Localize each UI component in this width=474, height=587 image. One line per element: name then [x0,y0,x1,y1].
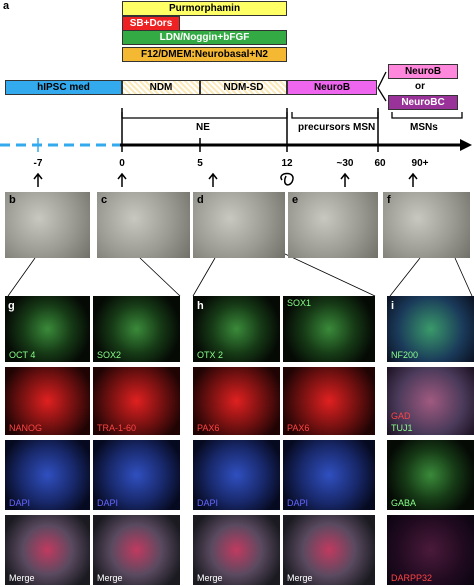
stain-label: Merge [197,573,223,583]
ticks [37,108,379,152]
stain-label: DAPI [197,498,219,508]
stain-label: Merge [9,573,35,583]
micrograph-label: e [292,194,299,206]
stain-label: OCT 4 [9,350,36,360]
time-label: ~30 [337,158,354,169]
stain-image: PAX6 [283,367,375,435]
time-label: 12 [281,158,293,169]
panel-label: a [3,0,10,12]
stage: hIPSC med [5,80,122,95]
stain-image: Merge [193,515,280,585]
alternative: NeuroBC [388,95,458,110]
alternative-or: or [415,81,425,92]
time-label: 90+ [412,158,429,169]
stain-image: Merge [283,515,375,585]
stage: NDM-SD [200,80,287,95]
stain-label: PAX6 [287,423,310,433]
connector [389,257,421,297]
arrow [408,172,418,187]
micrograph-label: b [9,194,16,206]
timeline: -7 0 5 12 ~30 60 90+ [0,71,473,297]
treatment: LDN/Noggin+bFGF [122,30,287,45]
panel-label: h [197,300,204,312]
brackets [121,71,463,119]
stain-image: DAPI [93,440,180,510]
panel-label: i [391,300,395,312]
micrograph: c [97,192,190,258]
stain-label: DAPI [97,498,119,508]
connector [7,257,36,297]
stain-label: DARPP32 [391,573,433,583]
up-arrows [33,172,418,187]
stain-label: TRA-1-60 [97,423,137,433]
stain-image: Merge [5,515,90,585]
stain-image: DAPI [283,440,375,510]
phase: precursors MSN [298,122,376,133]
micrograph: b [5,192,90,258]
stain-label: SOX2 [97,350,122,360]
stain-label: DAPI [9,498,31,508]
stain-label: OTX 2 [197,350,224,360]
connector [192,257,216,297]
arrowhead [460,139,472,151]
arrow [340,172,350,187]
stain-image: SOX2 [93,296,180,362]
micrograph-label: c [101,194,108,206]
micrograph: f [383,192,470,258]
stage: NDM [122,80,200,95]
stage: NeuroB [287,80,377,95]
curved-arrow [280,172,294,186]
alternative: NeuroB [388,64,458,79]
stain-image: TRA-1-60 [93,367,180,435]
stain-label: GAD [391,411,411,421]
stain-label: PAX6 [197,423,220,433]
stain-image: NANOG [5,367,90,435]
time-label: 60 [374,158,386,169]
time-label: -7 [34,158,43,169]
treatment: F12/DMEM:Neurobasal+N2 [122,47,287,62]
arrow [33,172,43,187]
stain-label: Merge [287,573,313,583]
stain-label: DAPI [287,498,309,508]
stain-image: SOX1 [283,296,375,362]
bracket [391,112,463,119]
stain-image: GABA [387,440,474,510]
phase: MSNs [410,122,438,133]
stain-image: NF200 [387,296,474,362]
stain-image: OCT 4 [5,296,90,362]
connector [454,257,473,297]
stain-label: GABA [391,498,417,508]
micrograph: d [193,192,285,258]
stain-image: DARPP32 [387,515,474,585]
micrograph-label: f [387,194,391,206]
stain-image: DAPI [5,440,90,510]
stain-image: GAD TUJ1 [387,367,474,435]
stain-label: TUJ1 [391,423,413,433]
stain-label: SOX1 [287,298,312,308]
stain-image: DAPI [193,440,280,510]
stain-label: NF200 [391,350,419,360]
stain-image: PAX6 [193,367,280,435]
micrograph: e [288,192,378,258]
time-label: 5 [197,158,203,169]
panel-label: g [8,300,15,312]
phase: NE [196,122,210,133]
stain-label: NANOG [9,423,43,433]
bracket [121,112,288,119]
arrow [208,172,218,187]
bracket [291,112,379,119]
branch [377,71,387,102]
time-label: 0 [119,158,125,169]
micrograph-label: d [197,194,204,206]
arrow [117,172,127,187]
treatment: Purmorphamin [122,1,287,16]
stain-image: Merge [93,515,180,585]
stain-label: Merge [97,573,123,583]
connector [139,257,181,297]
stain-image: OTX 2 [193,296,280,362]
